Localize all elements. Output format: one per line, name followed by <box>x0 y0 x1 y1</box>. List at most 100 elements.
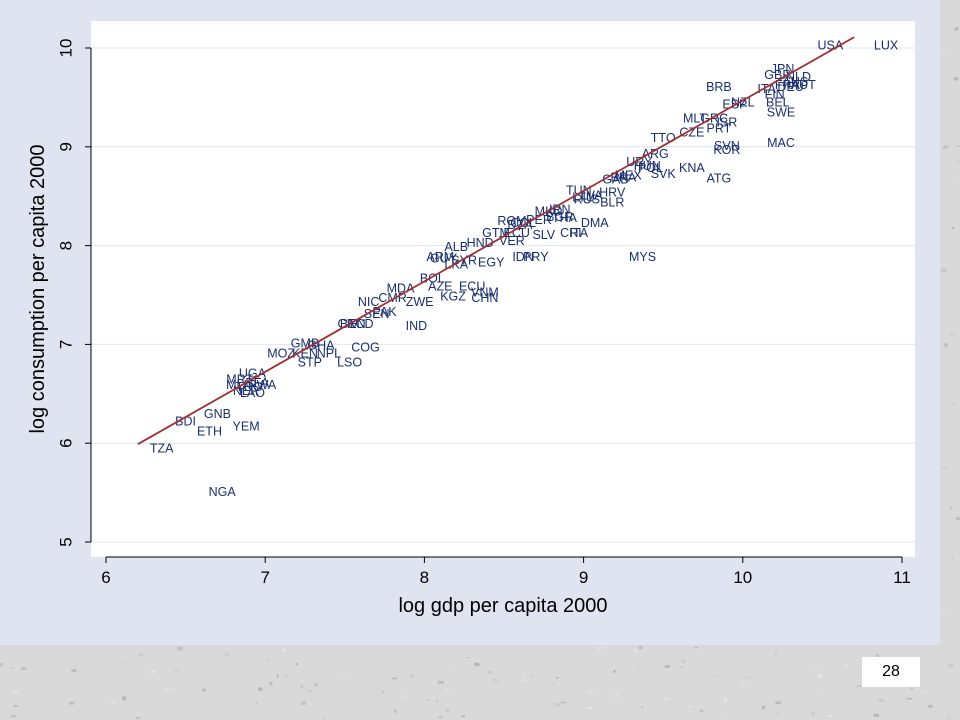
texture-speck <box>169 692 175 695</box>
texture-speck <box>638 645 643 650</box>
texture-speck <box>223 651 227 656</box>
texture-speck <box>394 709 397 713</box>
texture-speck <box>122 696 127 701</box>
slide-number: 28 <box>862 657 920 687</box>
texture-speck <box>276 674 280 679</box>
point-label: ITA <box>757 82 776 96</box>
point-label: ETH <box>197 425 222 439</box>
point-label: AUS <box>782 75 808 89</box>
point-label: MYS <box>629 250 656 264</box>
x-tick-label: 11 <box>893 568 911 587</box>
texture-speck <box>955 27 959 31</box>
y-tick-label: 8 <box>56 241 75 250</box>
texture-speck <box>445 688 450 691</box>
texture-speck <box>381 690 385 693</box>
point-label: VER <box>499 234 525 248</box>
texture-speck <box>955 517 960 521</box>
point-label: HRV <box>599 186 626 200</box>
texture-speck <box>426 699 430 701</box>
point-label: AUT <box>791 78 816 92</box>
texture-speck <box>329 691 335 695</box>
point-label: BEN <box>340 317 366 331</box>
texture-speck <box>265 659 268 661</box>
point-label: IDN <box>512 250 534 264</box>
point-label: LVA <box>581 188 603 202</box>
texture-speck <box>0 663 3 667</box>
point-label: SWE <box>767 106 795 120</box>
point-label: FRA <box>775 78 801 92</box>
texture-speck <box>951 227 955 229</box>
point-label: HND <box>467 236 494 250</box>
point-label: ROM <box>497 214 526 228</box>
point-label: AZE <box>428 279 452 293</box>
texture-speck <box>283 648 286 653</box>
point-label: BGR <box>546 210 573 224</box>
point-label: PAK <box>373 305 398 319</box>
texture-speck <box>9 666 15 669</box>
texture-speck <box>942 145 949 149</box>
point-label: PER <box>526 213 552 227</box>
point-label: GBR <box>764 68 791 82</box>
point-label: KGZ <box>440 289 466 303</box>
point-label: POL <box>638 161 663 175</box>
texture-speck <box>774 651 778 656</box>
point-labels: USALUXBRBGBRJPNNLDAUSFRADEUAUTITAFINBELE… <box>150 38 899 499</box>
texture-speck <box>956 145 960 147</box>
texture-speck <box>928 704 933 708</box>
texture-speck <box>948 664 954 668</box>
point-label: ARM <box>426 250 454 264</box>
texture-speck <box>761 705 766 710</box>
point-label: BLR <box>600 195 624 209</box>
texture-speck <box>598 646 602 650</box>
texture-speck <box>714 675 720 678</box>
y-tick-label: 6 <box>56 438 75 447</box>
point-label: DMA <box>581 216 609 230</box>
point-label: EGY <box>478 256 505 270</box>
point-label: IRN <box>549 202 571 216</box>
point-label: YEM <box>233 420 260 434</box>
y-tick-label: 9 <box>56 142 75 151</box>
texture-speck <box>775 701 782 705</box>
texture-speck <box>74 705 78 709</box>
texture-speck <box>438 715 443 719</box>
texture-speck <box>813 667 818 669</box>
point-label: BOL <box>420 271 445 285</box>
point-label: SYR <box>451 254 477 268</box>
texture-speck <box>695 646 698 648</box>
texture-speck <box>300 684 303 689</box>
point-label: LUX <box>874 38 899 52</box>
texture-speck <box>529 675 533 679</box>
point-label: KOR <box>713 143 740 157</box>
texture-speck <box>941 467 947 469</box>
point-label: BEL <box>766 96 790 110</box>
texture-speck <box>256 702 259 704</box>
point-label: ZWE <box>406 295 434 309</box>
texture-speck <box>510 670 515 672</box>
texture-speck <box>953 77 959 81</box>
texture-speck <box>586 706 592 710</box>
texture-speck <box>681 659 686 664</box>
x-axis-title: log gdp per capita 2000 <box>398 595 607 617</box>
texture-speck <box>443 653 449 656</box>
texture-speck <box>820 693 826 696</box>
point-label: USA <box>818 38 844 52</box>
point-label: GHA <box>307 339 335 353</box>
point-label: LKA <box>444 258 468 272</box>
point-label: GUY <box>430 252 458 266</box>
texture-speck <box>301 701 306 705</box>
point-label: ARG <box>642 147 669 161</box>
point-label: TTO <box>651 131 676 145</box>
texture-speck <box>539 655 546 657</box>
texture-speck <box>522 679 528 681</box>
texture-speck <box>449 664 452 667</box>
texture-speck <box>466 657 470 659</box>
texture-speck <box>845 664 849 667</box>
y-tick-label: 10 <box>56 39 75 58</box>
point-label: ISR <box>716 115 737 129</box>
point-label: THA <box>552 211 578 225</box>
point-label: NPL <box>317 347 341 361</box>
point-label: SLV <box>532 228 555 242</box>
texture-speck <box>922 665 927 668</box>
point-label: SEN <box>364 307 390 321</box>
